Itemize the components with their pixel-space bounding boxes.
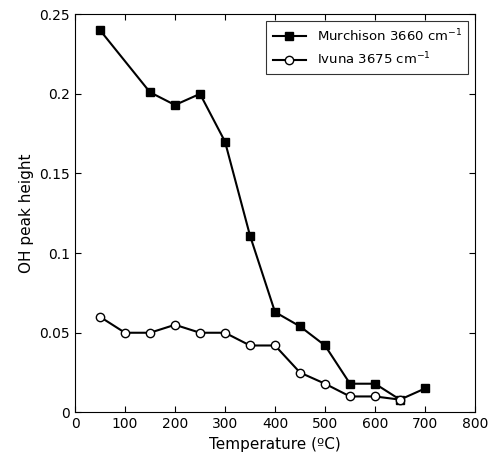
- Murchison 3660 cm$^{-1}$: [297, 324, 303, 329]
- Ivuna 3675 cm$^{-1}$: [97, 314, 103, 319]
- Murchison 3660 cm$^{-1}$: [172, 102, 178, 108]
- Ivuna 3675 cm$^{-1}$: [172, 322, 178, 328]
- Line: Ivuna 3675 cm$^{-1}$: Ivuna 3675 cm$^{-1}$: [96, 313, 404, 404]
- Ivuna 3675 cm$^{-1}$: [372, 393, 378, 399]
- Ivuna 3675 cm$^{-1}$: [147, 330, 153, 336]
- Ivuna 3675 cm$^{-1}$: [397, 397, 403, 402]
- Murchison 3660 cm$^{-1}$: [347, 381, 353, 387]
- Murchison 3660 cm$^{-1}$: [372, 381, 378, 387]
- X-axis label: Temperature (ºC): Temperature (ºC): [209, 437, 341, 452]
- Murchison 3660 cm$^{-1}$: [147, 90, 153, 95]
- Ivuna 3675 cm$^{-1}$: [122, 330, 128, 336]
- Ivuna 3675 cm$^{-1}$: [297, 370, 303, 375]
- Line: Murchison 3660 cm$^{-1}$: Murchison 3660 cm$^{-1}$: [96, 26, 429, 404]
- Ivuna 3675 cm$^{-1}$: [322, 381, 328, 387]
- Murchison 3660 cm$^{-1}$: [97, 27, 103, 33]
- Murchison 3660 cm$^{-1}$: [272, 309, 278, 315]
- Ivuna 3675 cm$^{-1}$: [197, 330, 203, 336]
- Y-axis label: OH peak height: OH peak height: [19, 154, 34, 273]
- Murchison 3660 cm$^{-1}$: [322, 343, 328, 348]
- Murchison 3660 cm$^{-1}$: [397, 397, 403, 402]
- Murchison 3660 cm$^{-1}$: [422, 386, 428, 392]
- Murchison 3660 cm$^{-1}$: [222, 139, 228, 145]
- Ivuna 3675 cm$^{-1}$: [347, 393, 353, 399]
- Ivuna 3675 cm$^{-1}$: [272, 343, 278, 348]
- Ivuna 3675 cm$^{-1}$: [222, 330, 228, 336]
- Ivuna 3675 cm$^{-1}$: [247, 343, 253, 348]
- Legend: Murchison 3660 cm$^{-1}$, Ivuna 3675 cm$^{-1}$: Murchison 3660 cm$^{-1}$, Ivuna 3675 cm$…: [266, 21, 468, 74]
- Murchison 3660 cm$^{-1}$: [197, 91, 203, 97]
- Murchison 3660 cm$^{-1}$: [247, 233, 253, 238]
